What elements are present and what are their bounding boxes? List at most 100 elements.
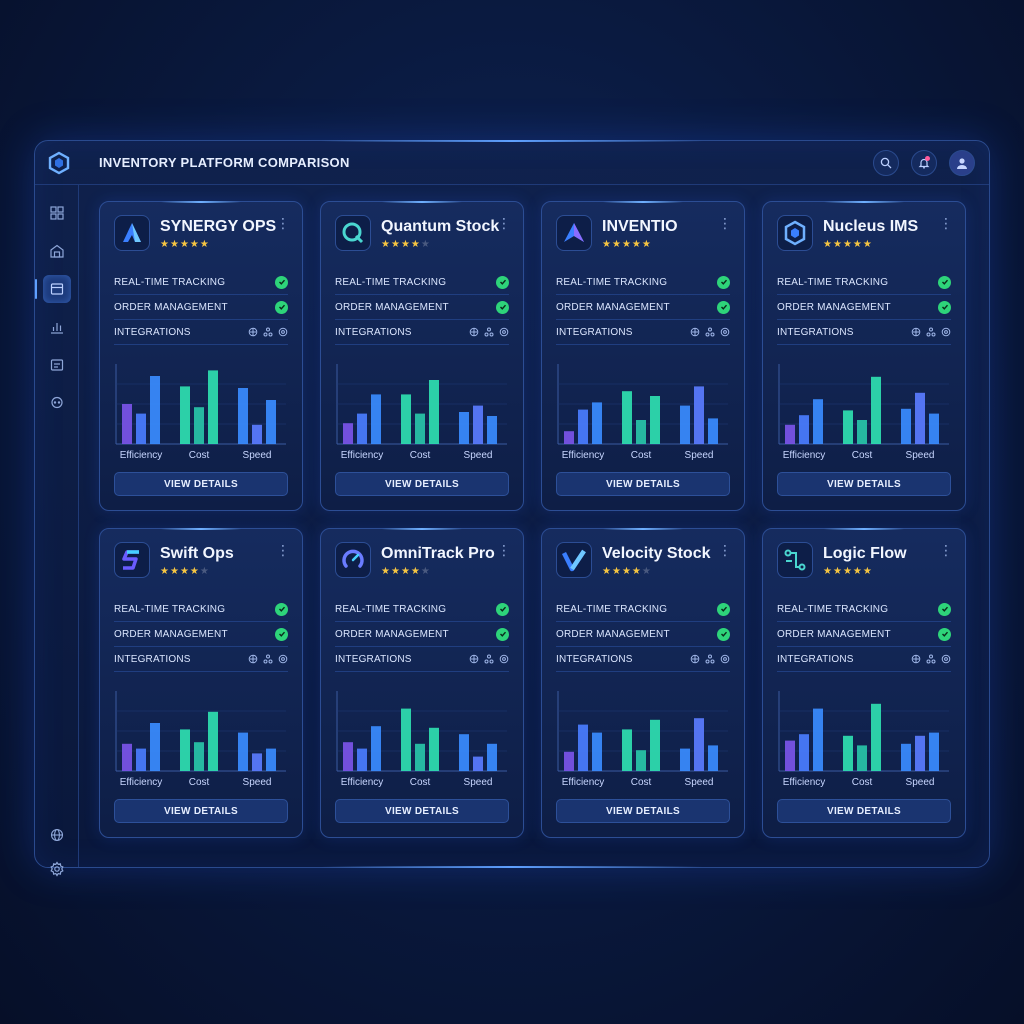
check-icon bbox=[938, 275, 951, 289]
view-details-button[interactable]: VIEW DETAILS bbox=[556, 799, 730, 823]
app-logo-icon[interactable] bbox=[47, 151, 71, 175]
feature-label: INTEGRATIONS bbox=[335, 326, 412, 338]
reports-icon[interactable] bbox=[43, 351, 71, 379]
view-details-button[interactable]: VIEW DETAILS bbox=[114, 472, 288, 496]
feature-row-integrations: INTEGRATIONS bbox=[335, 647, 509, 672]
chart-bar bbox=[415, 413, 425, 444]
hexagon-logo-icon bbox=[777, 215, 813, 251]
feature-label: INTEGRATIONS bbox=[556, 653, 633, 665]
feature-label: ORDER MANAGEMENT bbox=[777, 628, 891, 640]
feature-label: INTEGRATIONS bbox=[335, 653, 412, 665]
search-icon[interactable] bbox=[873, 150, 899, 176]
chart-tick-label: Efficiency bbox=[783, 450, 826, 461]
more-options-icon[interactable]: ⋮ bbox=[718, 542, 732, 558]
v-check-logo-icon bbox=[556, 542, 592, 578]
platform-card[interactable]: SYNERGY OPS ★★★★★ ⋮ REAL-TIME TRACKING O… bbox=[99, 201, 303, 511]
platform-card[interactable]: Quantum Stock ★★★★★ ⋮ REAL-TIME TRACKING… bbox=[320, 201, 524, 511]
support-chat-icon[interactable] bbox=[43, 389, 71, 417]
chart-bar bbox=[785, 424, 795, 444]
platform-card[interactable]: Velocity Stock ★★★★★ ⋮ REAL-TIME TRACKIN… bbox=[541, 528, 745, 838]
chart-bar bbox=[871, 376, 881, 444]
platform-name: Velocity Stock bbox=[602, 545, 711, 562]
chart-bar bbox=[343, 423, 353, 444]
chart-bar bbox=[564, 751, 574, 771]
feature-row-integrations: INTEGRATIONS bbox=[777, 647, 951, 672]
view-details-button[interactable]: VIEW DETAILS bbox=[777, 799, 951, 823]
chart-bar bbox=[708, 418, 718, 444]
performance-bar-chart: Efficiency Cost Speed bbox=[557, 364, 728, 461]
chart-bar bbox=[371, 726, 381, 771]
feature-row-integrations: INTEGRATIONS bbox=[777, 320, 951, 345]
more-options-icon[interactable]: ⋮ bbox=[939, 215, 953, 231]
view-details-button[interactable]: VIEW DETAILS bbox=[335, 799, 509, 823]
inventory-box-icon[interactable] bbox=[35, 275, 71, 303]
more-options-icon[interactable]: ⋮ bbox=[497, 215, 511, 231]
check-icon bbox=[275, 275, 288, 289]
chart-bar bbox=[799, 734, 809, 771]
feature-row-integrations: INTEGRATIONS bbox=[114, 647, 288, 672]
globe-icon[interactable] bbox=[43, 821, 71, 849]
view-details-button[interactable]: VIEW DETAILS bbox=[777, 472, 951, 496]
warehouse-icon[interactable] bbox=[43, 237, 71, 265]
feature-label: REAL-TIME TRACKING bbox=[777, 603, 889, 615]
chart-bar bbox=[799, 415, 809, 444]
feature-row-tracking: REAL-TIME TRACKING bbox=[114, 597, 288, 622]
more-options-icon[interactable]: ⋮ bbox=[718, 215, 732, 231]
platform-name: Swift Ops bbox=[160, 545, 234, 562]
chart-bar bbox=[194, 407, 204, 444]
chart-tick-label: Efficiency bbox=[562, 450, 605, 461]
chart-bar bbox=[915, 392, 925, 444]
view-details-button[interactable]: VIEW DETAILS bbox=[114, 799, 288, 823]
chart-bar bbox=[650, 396, 660, 444]
bell-icon[interactable] bbox=[911, 150, 937, 176]
chart-bar bbox=[371, 394, 381, 444]
integration-icons bbox=[469, 327, 509, 337]
chart-bar bbox=[680, 405, 690, 444]
rating-stars: ★★★★★ bbox=[160, 566, 210, 577]
gauge-ring-logo-icon bbox=[335, 542, 371, 578]
chart-bar bbox=[857, 745, 867, 771]
chart-bar bbox=[636, 750, 646, 771]
platform-card[interactable]: Swift Ops ★★★★★ ⋮ REAL-TIME TRACKING ORD… bbox=[99, 528, 303, 838]
chart-bar bbox=[901, 743, 911, 771]
chart-bar bbox=[622, 391, 632, 444]
sidebar bbox=[35, 185, 79, 877]
more-options-icon[interactable]: ⋮ bbox=[276, 542, 290, 558]
view-details-button[interactable]: VIEW DETAILS bbox=[335, 472, 509, 496]
chart-bar bbox=[694, 718, 704, 771]
rating-stars: ★★★★★ bbox=[602, 566, 652, 577]
platform-card[interactable]: OmniTrack Pro ★★★★★ ⋮ REAL-TIME TRACKING… bbox=[320, 528, 524, 838]
feature-label: ORDER MANAGEMENT bbox=[114, 628, 228, 640]
chart-tick-label: Speed bbox=[243, 450, 272, 461]
settings-gear-icon[interactable] bbox=[43, 855, 71, 883]
chart-bar bbox=[592, 402, 602, 444]
analytics-chart-icon[interactable] bbox=[43, 313, 71, 341]
chart-tick-label: Efficiency bbox=[783, 777, 826, 788]
chart-bar bbox=[487, 416, 497, 444]
performance-bar-chart: Efficiency Cost Speed bbox=[336, 364, 507, 461]
dashboard-grid-icon[interactable] bbox=[43, 199, 71, 227]
user-avatar-icon[interactable] bbox=[949, 150, 975, 176]
chart-bar bbox=[915, 735, 925, 771]
chart-bar bbox=[487, 743, 497, 771]
platform-name: SYNERGY OPS bbox=[160, 218, 277, 235]
view-details-button[interactable]: VIEW DETAILS bbox=[556, 472, 730, 496]
chart-bar bbox=[843, 410, 853, 444]
chart-bar bbox=[266, 400, 276, 444]
chart-bar bbox=[592, 732, 602, 771]
chart-bar bbox=[238, 388, 248, 444]
check-icon bbox=[496, 627, 509, 641]
chart-bar bbox=[415, 743, 425, 771]
platform-card[interactable]: Nucleus IMS ★★★★★ ⋮ REAL-TIME TRACKING O… bbox=[762, 201, 966, 511]
more-options-icon[interactable]: ⋮ bbox=[939, 542, 953, 558]
feature-label: REAL-TIME TRACKING bbox=[114, 603, 226, 615]
performance-bar-chart: Efficiency Cost Speed bbox=[778, 364, 949, 461]
platform-card[interactable]: Logic Flow ★★★★★ ⋮ REAL-TIME TRACKING OR… bbox=[762, 528, 966, 838]
chart-tick-label: Cost bbox=[410, 777, 431, 788]
platform-card[interactable]: INVENTIO ★★★★★ ⋮ REAL-TIME TRACKING ORDE… bbox=[541, 201, 745, 511]
chart-bar bbox=[150, 376, 160, 444]
more-options-icon[interactable]: ⋮ bbox=[497, 542, 511, 558]
chart-bar bbox=[252, 753, 262, 771]
feature-row-orders: ORDER MANAGEMENT bbox=[777, 622, 951, 647]
more-options-icon[interactable]: ⋮ bbox=[276, 215, 290, 231]
